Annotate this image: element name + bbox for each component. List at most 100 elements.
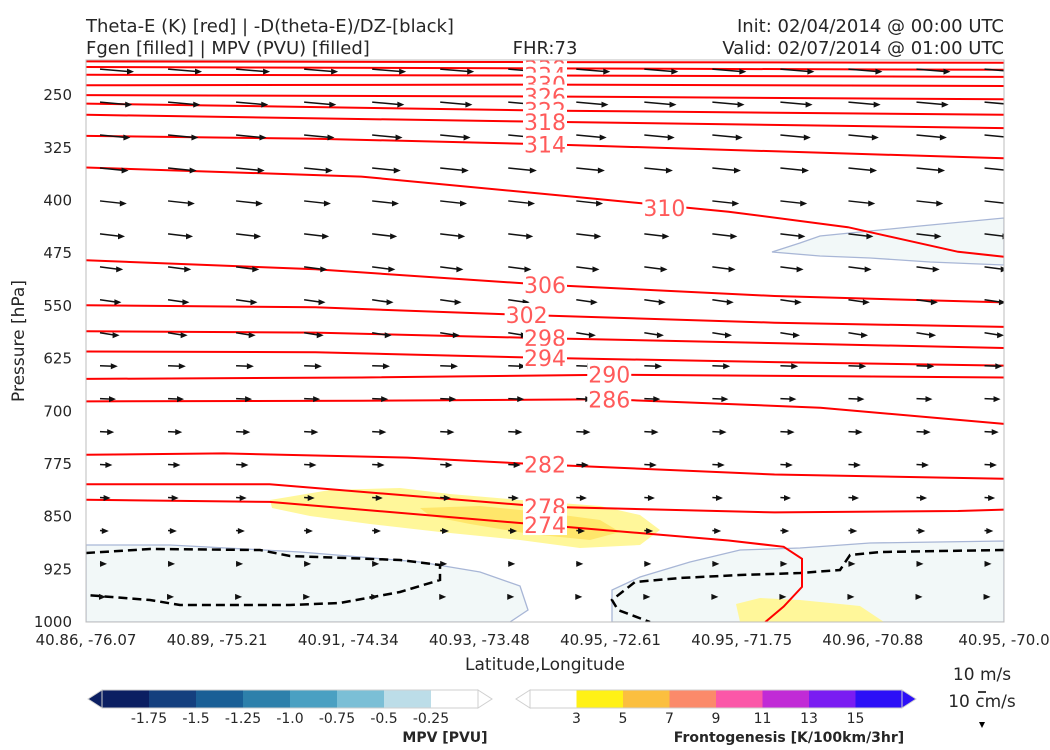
- wind-vector: [440, 332, 460, 339]
- x-tick-label: 40.86, -76.07: [36, 631, 137, 649]
- contour-label-bg: [523, 513, 567, 536]
- wind-vector: [235, 299, 258, 306]
- wind-vector: [99, 266, 124, 273]
- wind-vector: [508, 233, 534, 240]
- colorbar-tick-label: -1.0: [276, 711, 303, 727]
- wind-vector: [780, 396, 797, 403]
- wind-vector: [167, 233, 194, 240]
- wind-vector: [168, 396, 185, 403]
- wind-vector: [780, 332, 801, 339]
- wind-vector: [372, 363, 390, 370]
- colorbar-swatch: [149, 690, 197, 708]
- wind-vector: [576, 560, 584, 567]
- wind-vector: [644, 495, 655, 502]
- wind-vector: [780, 560, 788, 567]
- wind-vector: [984, 429, 999, 436]
- wind-vector: [235, 332, 256, 339]
- wind-vector: [439, 593, 447, 600]
- wind-vector: [99, 134, 131, 141]
- wind-vector: [304, 266, 328, 273]
- wind-key-vertical-label: 10 cm/s: [948, 692, 1016, 712]
- wind-vector: [576, 134, 607, 141]
- wind-vector: [167, 495, 179, 502]
- wind-vector: [236, 429, 251, 436]
- wind-vector: [916, 527, 926, 534]
- wind-vector: [644, 101, 677, 108]
- wind-vector: [984, 332, 1004, 339]
- wind-vector: [644, 134, 675, 141]
- wind-vector: [644, 396, 661, 403]
- x-tick-label: 40.96, -70.88: [822, 631, 923, 649]
- wind-vector: [168, 429, 183, 436]
- y-tick-label: 925: [43, 560, 72, 578]
- wind-vector: [372, 233, 398, 240]
- colorbar-swatch: [196, 690, 244, 708]
- contour-label-bg: [587, 362, 632, 385]
- wind-vector: [712, 396, 729, 403]
- theta-e-contour-label: 310: [643, 197, 685, 222]
- y-tick-label: 475: [43, 244, 72, 262]
- wind-vector: [508, 560, 516, 567]
- wind-vector: [303, 560, 312, 567]
- wind-vector: [236, 462, 249, 469]
- wind-vector: [508, 495, 519, 502]
- wind-vector: [916, 233, 942, 240]
- wind-vector: [576, 233, 602, 240]
- wind-vector: [711, 593, 719, 600]
- wind-vector: [916, 266, 940, 273]
- colorbar-tick-label: -0.5: [370, 711, 397, 727]
- wind-vector: [712, 266, 736, 273]
- wind-vector: [167, 462, 181, 469]
- wind-vector: [983, 593, 991, 600]
- wind-vector-field: [99, 68, 1004, 600]
- wind-vector: [508, 363, 527, 370]
- wind-vector: [508, 266, 532, 273]
- wind-vector: [916, 68, 951, 75]
- wind-vector: [848, 462, 861, 469]
- wind-vector: [167, 299, 190, 306]
- wind-vector: [236, 134, 267, 141]
- wind-vector: [916, 332, 937, 339]
- wind-vector: [644, 429, 659, 436]
- wind-vector: [780, 495, 792, 502]
- wind-vector: [372, 332, 392, 339]
- wind-vector: [643, 593, 651, 600]
- wind-vector: [848, 332, 869, 339]
- wind-vector: [780, 429, 795, 436]
- wind-vector: [916, 167, 946, 174]
- wind-vector: [848, 527, 858, 534]
- colorbar-extend-left: [515, 689, 531, 709]
- wind-vector: [847, 593, 855, 600]
- colorbar-swatch: [384, 690, 432, 708]
- wind-vector: [507, 593, 515, 600]
- y-tick-label: 400: [43, 192, 72, 210]
- theta-e-line: [86, 166, 1004, 258]
- wind-vector: [984, 167, 1004, 171]
- wind-vector: [780, 68, 815, 75]
- wind-vector: [712, 527, 722, 534]
- wind-vector: [780, 527, 790, 534]
- wind-vector: [780, 200, 808, 207]
- wind-vector: [644, 363, 663, 370]
- wind-vector: [304, 527, 313, 534]
- colorbar-tick-label: -1.75: [131, 711, 167, 727]
- colorbar-tick-label: 3: [572, 711, 581, 727]
- wind-vector: [848, 134, 879, 141]
- wind-vector: [644, 332, 664, 339]
- wind-vector: [304, 429, 319, 436]
- wind-vector: [848, 429, 863, 436]
- wind-vector: [99, 462, 113, 469]
- wind-vector: [304, 167, 333, 174]
- wind-vector: [440, 363, 459, 370]
- wind-vector: [440, 200, 468, 207]
- y-tick-label: 1000: [34, 613, 72, 631]
- wind-vector: [644, 68, 679, 75]
- wind-vector: [372, 167, 401, 174]
- wind-vector: [304, 495, 315, 502]
- wind-vector: [99, 495, 111, 502]
- colorbar-tick-label: 15: [847, 711, 865, 727]
- wind-vector: [712, 101, 745, 108]
- contour-label-bg: [523, 326, 567, 349]
- wind-vector: [712, 68, 747, 75]
- wind-vector: [508, 527, 518, 534]
